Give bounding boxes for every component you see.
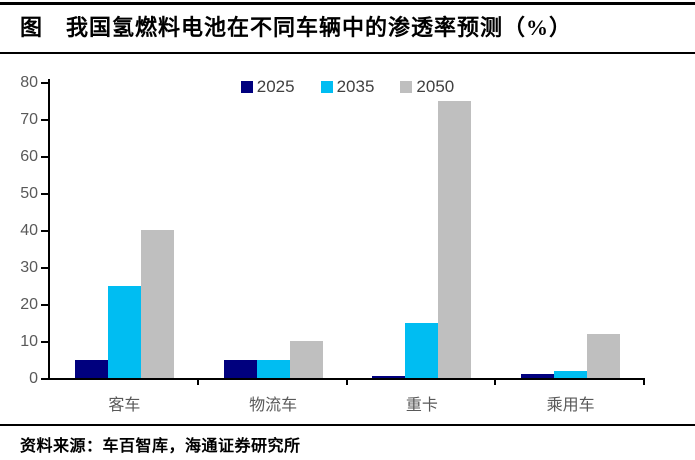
chart-title: 图 我国氢燃料电池在不同车辆中的渗透率预测（%） (20, 15, 573, 40)
bar-2035-乘用车 (554, 370, 588, 378)
y-axis-line (48, 79, 50, 380)
bar-2035-客车 (107, 285, 141, 378)
y-axis-tick-label: 40 (20, 222, 38, 239)
source-note: 资料来源：车百智库，海通证券研究所 (20, 438, 301, 455)
bar-2050-客车 (140, 230, 174, 378)
bottom-divider-rule (0, 424, 695, 426)
y-axis-tick (41, 341, 48, 343)
y-axis-tick (41, 119, 48, 121)
bar-2025-物流车 (223, 359, 257, 378)
x-axis-tick (494, 378, 497, 385)
bar-2035-重卡 (405, 322, 439, 378)
legend-item-2050: 2050 (400, 77, 454, 97)
category-label-客车: 客车 (108, 397, 141, 414)
bar-2035-物流车 (256, 359, 290, 378)
bar-2050-重卡 (438, 100, 472, 378)
legend-swatch-2025 (240, 81, 253, 93)
y-axis-tick-label: 50 (20, 185, 38, 202)
category-label-重卡: 重卡 (405, 397, 438, 414)
legend-swatch-2035 (320, 81, 333, 93)
y-axis-tick (41, 156, 48, 158)
category-label-物流车: 物流车 (249, 397, 298, 414)
y-axis-tick (41, 230, 48, 232)
y-axis-tick-label: 60 (20, 148, 38, 165)
legend-item-2035: 2035 (320, 77, 375, 97)
bar-2025-客车 (74, 359, 108, 378)
bar-2025-重卡 (372, 376, 406, 378)
y-axis-tick (41, 378, 48, 380)
legend-label: 2025 (256, 77, 295, 96)
legend-label: 2050 (416, 77, 455, 96)
y-axis-tick-label: 20 (20, 296, 38, 313)
bar-2050-物流车 (289, 341, 323, 378)
bar-2050-乘用车 (587, 333, 621, 378)
x-axis-tick (196, 378, 199, 385)
y-axis-tick (41, 267, 48, 269)
y-axis-tick-label: 70 (20, 111, 38, 128)
y-axis-tick-label: 0 (29, 370, 38, 387)
y-axis-tick (41, 304, 48, 306)
y-axis-tick-label: 30 (20, 259, 38, 276)
y-axis-tick-label: 10 (20, 333, 38, 350)
y-axis-tick (41, 82, 48, 84)
y-axis-tick-label: 80 (20, 74, 38, 91)
legend-item-2025: 2025 (240, 77, 295, 97)
y-axis-tick (41, 193, 48, 195)
x-axis-tick (643, 378, 645, 385)
bar-group-重卡 (348, 82, 497, 378)
bar-group-乘用车 (496, 82, 645, 378)
chart-legend: 2025 2035 2050 (0, 77, 695, 97)
legend-swatch-2050 (400, 81, 413, 93)
x-axis-tick (345, 378, 348, 385)
legend-label: 2035 (336, 77, 375, 96)
bar-group-客车 (50, 82, 199, 378)
top-border-rule (0, 2, 695, 5)
title-divider-rule (0, 52, 695, 54)
category-label-乘用车: 乘用车 (546, 397, 595, 414)
bar-2025-乘用车 (521, 374, 555, 378)
bar-group-物流车 (199, 82, 348, 378)
